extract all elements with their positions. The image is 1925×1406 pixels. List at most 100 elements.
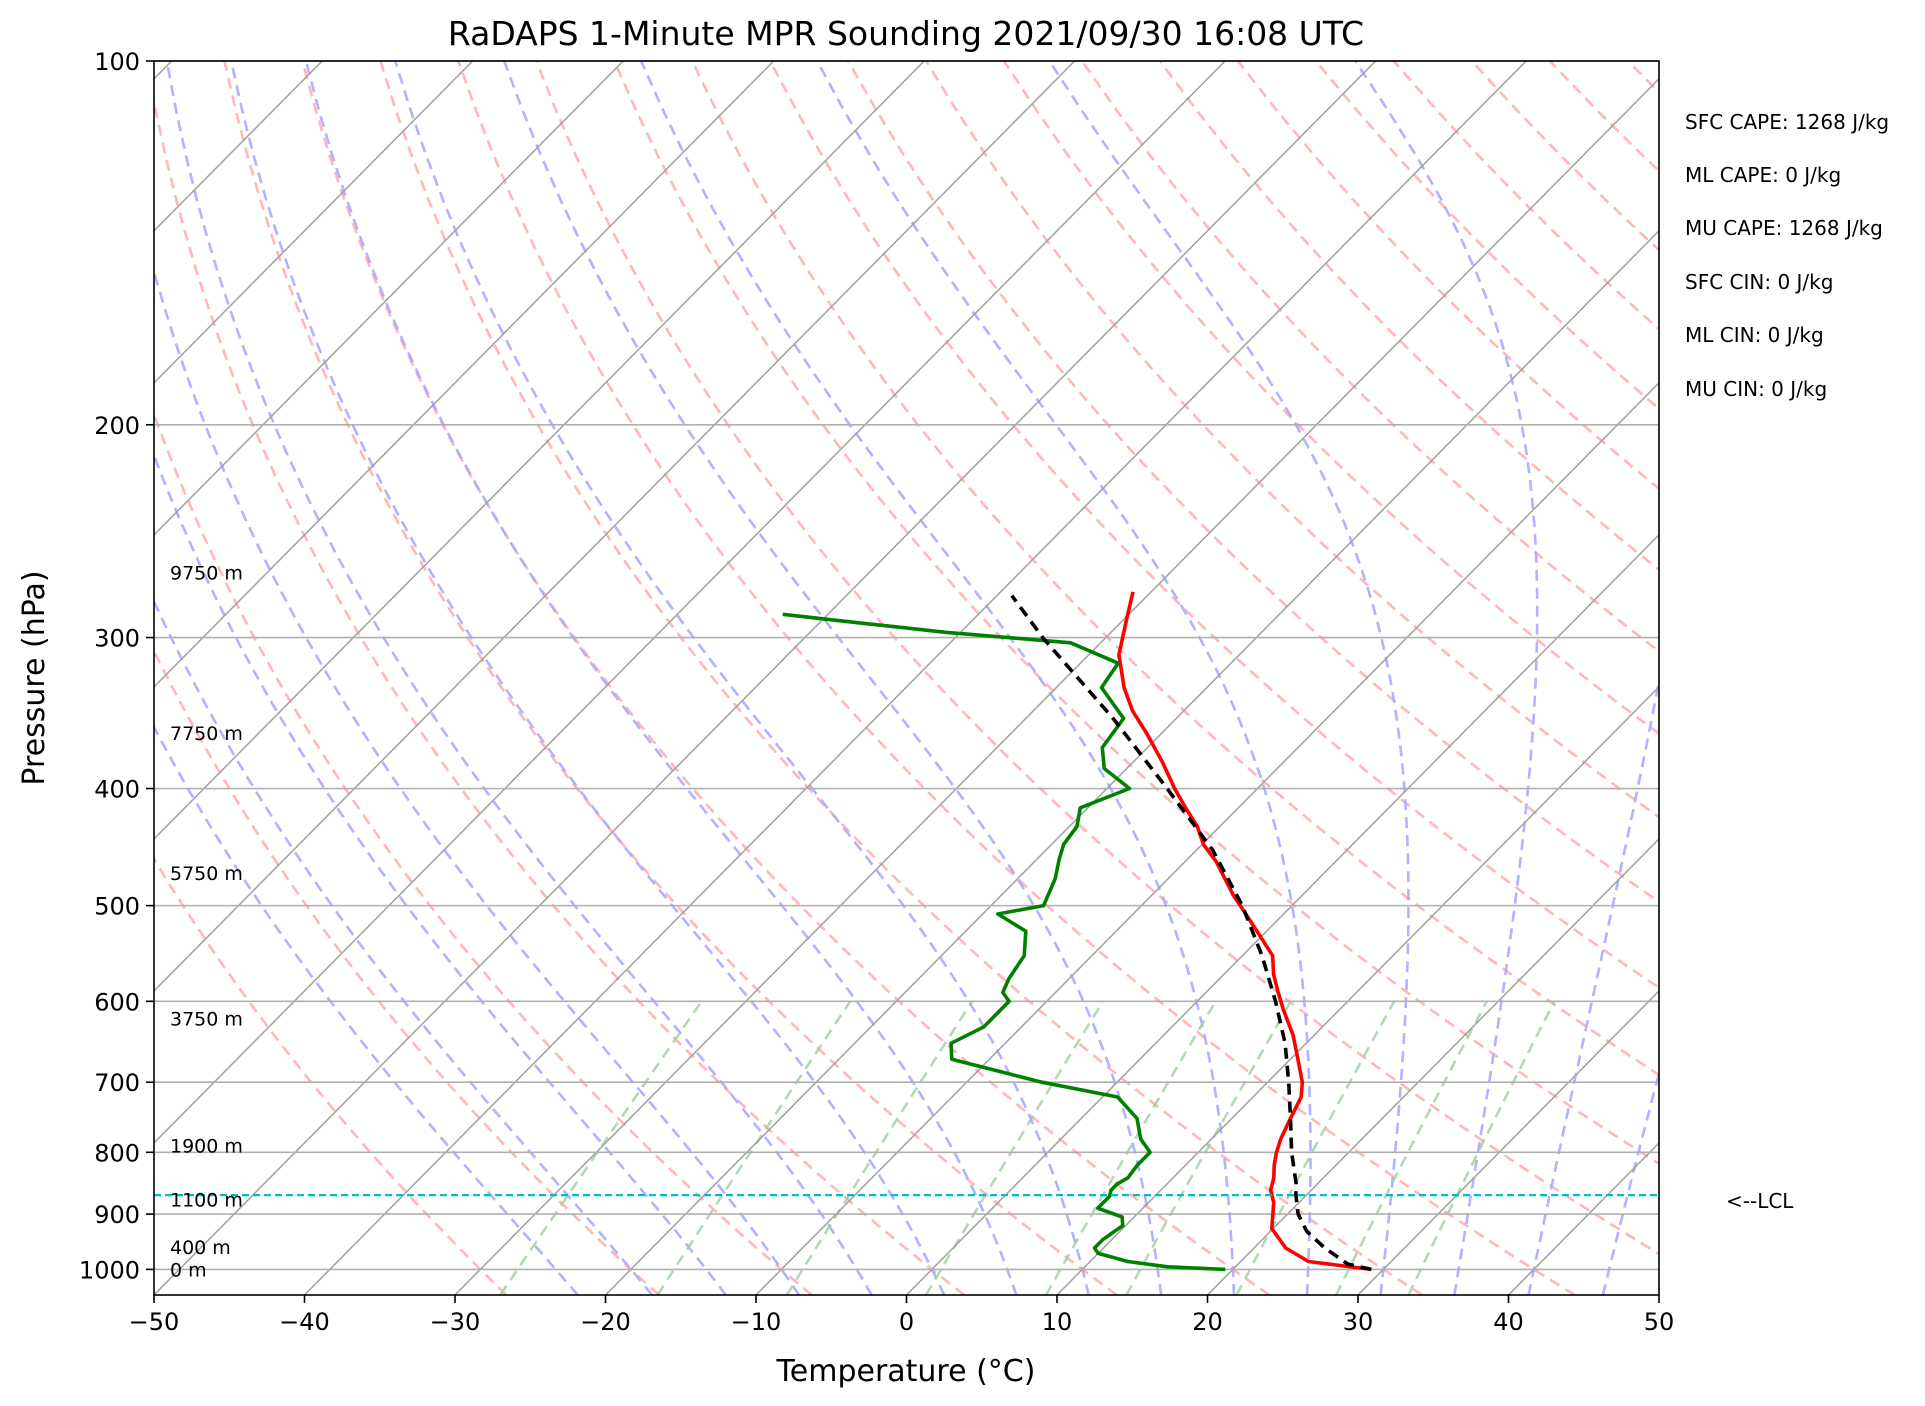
isotherm-line — [1658, 1293, 1659, 1295]
height-label: 3750 m — [170, 1009, 243, 1031]
dry-adiabat-line — [535, 61, 1659, 1256]
isotherm-line — [1056, 685, 1659, 1295]
dry-adiabat-line — [846, 61, 1659, 904]
dewpoint-line — [782, 612, 1226, 1272]
moist-adiabat-line — [1527, 674, 1659, 1295]
height-label: 1100 m — [170, 1189, 243, 1211]
mixing-ratio-line — [1235, 1000, 1396, 1295]
x-tick-label: −40 — [279, 1308, 330, 1336]
moist-adiabat-line — [1354, 61, 1539, 1295]
dry-adiabat-line — [1158, 61, 1659, 572]
x-tick-label: 50 — [1644, 1308, 1675, 1336]
stat-sfc-cin: SFC CIN: 0 J/kg — [1685, 270, 1833, 294]
reference-lines — [154, 61, 1925, 1295]
lcl-label: <--LCL — [1726, 1189, 1794, 1213]
moist-adiabat-line — [165, 61, 873, 1295]
x-tick-label: −30 — [430, 1308, 481, 1336]
y-tick-label: 200 — [94, 412, 140, 440]
x-tick-label: 10 — [1042, 1308, 1073, 1336]
isotherm-line — [154, 61, 1076, 993]
height-label: 5750 m — [170, 863, 243, 885]
dry-adiabat-line — [924, 61, 1659, 819]
mixing-ratio-line — [1125, 1000, 1293, 1295]
moist-adiabat-line — [154, 451, 727, 1295]
dry-adiabat-line — [1002, 61, 1659, 736]
dry-adiabat-line — [613, 61, 1659, 1166]
x-tick-label: 40 — [1493, 1308, 1524, 1336]
stat-mu-cape: MU CAPE: 1268 J/kg — [1685, 216, 1883, 240]
height-label: 400 m — [170, 1237, 231, 1259]
x-tick-label: −10 — [731, 1308, 782, 1336]
moist-adiabat-line — [502, 61, 1163, 1295]
y-axis-label: Pressure (hPa) — [17, 570, 52, 785]
stats-panel: SFC CAPE: 1268 J/kg ML CAPE: 0 J/kg MU C… — [1685, 110, 1889, 401]
moist-adiabat-line — [154, 598, 654, 1295]
mixing-ratio-line — [1407, 1000, 1556, 1295]
pressure-gridlines — [154, 60, 1659, 1271]
parcel-path-line — [1010, 594, 1372, 1272]
x-axis-label: Temperature (°C) — [776, 1354, 1036, 1389]
mixing-ratio-line — [785, 1000, 974, 1295]
isotherm-line — [154, 61, 1377, 1295]
dry-adiabat-line — [223, 61, 1118, 1295]
dry-adiabat-line — [1548, 61, 1659, 173]
axis-ticks: −50 −40 −30 −20 −10 0 10 20 30 40 50 100 200 300 400 50… — [79, 48, 1674, 1336]
plot-frame — [153, 60, 1660, 1296]
isotherm-line — [154, 61, 474, 384]
isotherm-line — [154, 61, 1226, 1145]
dry-adiabat-line — [457, 61, 1576, 1295]
dry-adiabat-line — [1080, 61, 1659, 653]
y-tick-label: 100 — [94, 48, 140, 76]
stat-sfc-cape: SFC CAPE: 1268 J/kg — [1685, 110, 1889, 134]
y-tick-label: 500 — [94, 893, 140, 921]
y-tick-label: 1000 — [79, 1256, 140, 1284]
isotherm-line — [1357, 989, 1659, 1295]
isotherm-line — [303, 61, 1527, 1295]
y-tick-label: 700 — [94, 1069, 140, 1097]
moist-adiabat-line — [1048, 61, 1410, 1295]
stat-mu-cin: MU CIN: 0 J/kg — [1685, 377, 1827, 401]
y-tick-label: 300 — [94, 625, 140, 653]
dry-adiabat-line — [769, 61, 1659, 990]
stat-ml-cape: ML CAPE: 0 J/kg — [1685, 163, 1841, 187]
height-label: 1900 m — [170, 1136, 243, 1158]
x-tick-label: 20 — [1192, 1308, 1223, 1336]
dry-adiabat-line — [154, 647, 660, 1295]
y-tick-label: 600 — [94, 988, 140, 1016]
isotherm-line — [1507, 1141, 1659, 1295]
isotherm-line — [755, 381, 1659, 1295]
dry-adiabat-line — [154, 856, 508, 1295]
dry-adiabat-line — [1626, 61, 1659, 95]
moist-adiabat-line — [639, 61, 1236, 1295]
mixing-ratio-line — [924, 1000, 1105, 1295]
y-tick-label: 400 — [94, 776, 140, 804]
dry-adiabat-line — [154, 94, 966, 1295]
height-label: 9750 m — [170, 562, 243, 584]
isotherm-line — [454, 77, 1659, 1295]
dry-adiabat-line — [301, 61, 1271, 1295]
moist-adiabat-line — [393, 61, 1090, 1295]
dry-adiabat-line — [1470, 61, 1659, 252]
dry-adiabat-line — [379, 61, 1423, 1295]
dry-adiabat-line — [1236, 61, 1659, 491]
height-label: 7750 m — [170, 723, 243, 745]
mixing-ratio-line — [656, 1000, 852, 1295]
mixing-ratio-line — [1044, 1000, 1217, 1295]
height-label: 0 m — [170, 1259, 207, 1281]
isotherm-line — [154, 61, 925, 841]
isotherm-line — [154, 61, 775, 688]
isotherm-line — [1810, 61, 1925, 1295]
x-tick-label: 0 — [899, 1308, 914, 1336]
sounding-series — [154, 591, 1659, 1272]
moist-adiabat-line — [154, 724, 579, 1295]
isotherm-line — [154, 61, 624, 536]
mixing-ratio-line — [499, 1000, 703, 1295]
moist-adiabat-line — [154, 266, 800, 1295]
dry-adiabat-line — [1706, 61, 1925, 1295]
moist-adiabat-line — [816, 61, 1312, 1295]
dry-adiabat-line — [691, 61, 1659, 1077]
isotherm-line — [604, 229, 1659, 1295]
temperature-line — [1117, 591, 1372, 1272]
